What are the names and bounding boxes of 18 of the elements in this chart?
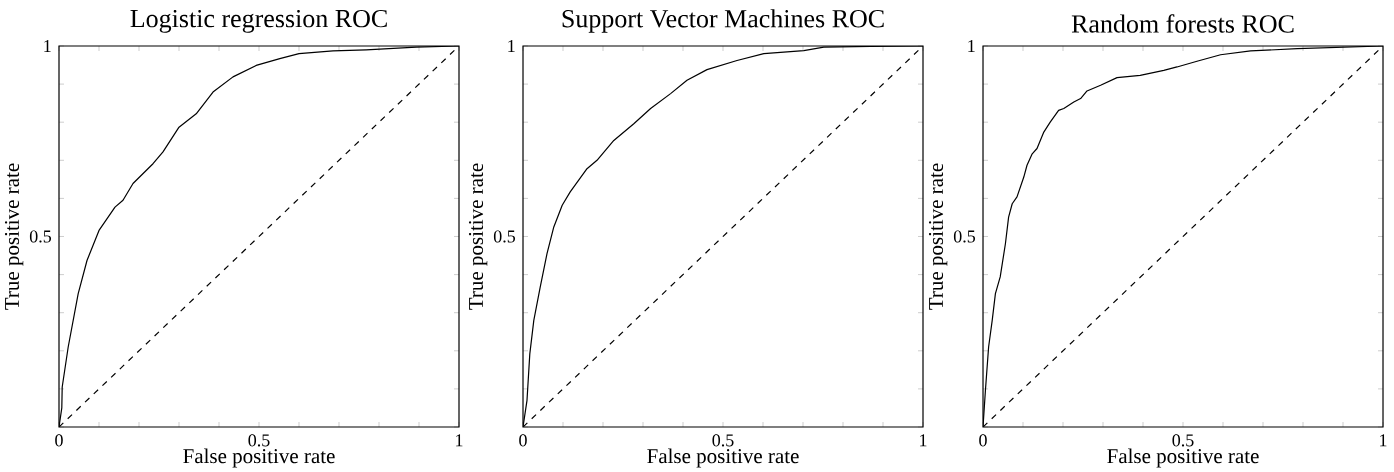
- x-axis-title: False positive rate: [1107, 448, 1259, 468]
- x-tick-label: 0.5: [248, 434, 270, 447]
- chart-title: Random forests ROC: [1071, 14, 1294, 33]
- x-tick-label: 1: [1380, 434, 1387, 447]
- x-axis-title: False positive rate: [647, 448, 799, 468]
- x-tick-label: 0.5: [1172, 434, 1194, 447]
- x-tick-label: 1: [920, 434, 927, 447]
- x-tick-label: 0.5: [712, 434, 734, 447]
- chart-title: Support Vector Machines ROC: [562, 9, 884, 33]
- y-axis-title: True positive rate: [4, 163, 24, 310]
- x-tick-label: 0: [979, 434, 987, 447]
- x-tick-label: 1: [456, 434, 463, 447]
- x-tick-label: 0: [55, 434, 63, 447]
- y-axis-title: True positive rate: [928, 163, 948, 310]
- x-axis-title: False positive rate: [183, 448, 335, 468]
- x-tick-label: 0: [519, 434, 527, 447]
- y-axis-title: True positive rate: [468, 163, 488, 310]
- chart-title: Logistic regression ROC: [130, 9, 387, 33]
